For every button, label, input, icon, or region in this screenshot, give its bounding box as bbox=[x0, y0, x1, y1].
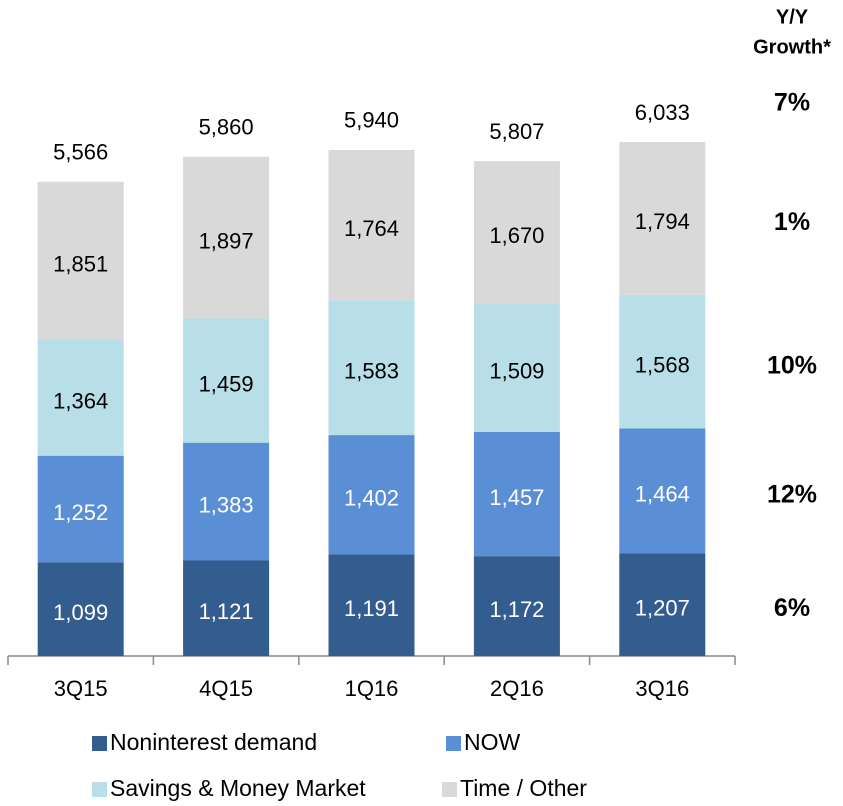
legend-label: Time / Other bbox=[460, 775, 587, 801]
bar-segment bbox=[183, 156, 270, 319]
data-label: 1,172 bbox=[489, 597, 544, 622]
growth-header: Growth* bbox=[753, 36, 831, 58]
total-label: 5,860 bbox=[199, 115, 254, 140]
bar-segment bbox=[473, 556, 560, 656]
data-label: 1,383 bbox=[199, 492, 254, 517]
legend-swatch bbox=[446, 736, 461, 751]
bar-segment bbox=[37, 455, 124, 563]
legend-label: Noninterest demand bbox=[110, 729, 317, 755]
bar-segment bbox=[328, 300, 415, 436]
data-label: 1,509 bbox=[489, 359, 544, 384]
bar-segment bbox=[183, 560, 270, 656]
data-label: 1,897 bbox=[199, 228, 254, 253]
growth-label: 1% bbox=[774, 208, 810, 236]
x-tick-label: 3Q16 bbox=[635, 676, 689, 701]
data-label: 1,121 bbox=[199, 599, 254, 624]
data-label: 1,252 bbox=[53, 500, 108, 525]
data-label: 1,794 bbox=[635, 209, 690, 234]
bar-segment bbox=[183, 442, 270, 561]
data-label: 1,457 bbox=[489, 485, 544, 510]
x-tick-label: 2Q16 bbox=[490, 676, 544, 701]
total-label: 5,566 bbox=[53, 140, 108, 165]
growth-header: Y/Y bbox=[776, 6, 809, 28]
x-tick-label: 3Q15 bbox=[54, 676, 108, 701]
bar-segment bbox=[37, 562, 124, 656]
data-label: 1,364 bbox=[53, 388, 108, 413]
legend-label: NOW bbox=[464, 729, 521, 755]
x-tick-label: 1Q16 bbox=[345, 676, 399, 701]
bar-segment bbox=[37, 339, 124, 456]
legend-swatch bbox=[442, 782, 457, 797]
bar-segment bbox=[183, 318, 270, 443]
bar-segment bbox=[473, 432, 560, 557]
legend-swatch bbox=[92, 736, 107, 751]
bar-segment bbox=[328, 149, 415, 301]
growth-label: 6% bbox=[774, 594, 810, 622]
data-label: 1,583 bbox=[344, 358, 399, 383]
bar-segment bbox=[37, 181, 124, 340]
data-label: 1,851 bbox=[53, 251, 108, 276]
growth-label: 12% bbox=[767, 480, 817, 508]
data-label: 1,191 bbox=[344, 596, 399, 621]
data-label: 1,464 bbox=[635, 482, 690, 507]
data-label: 1,670 bbox=[489, 223, 544, 248]
x-tick-label: 4Q15 bbox=[199, 676, 253, 701]
total-label: 5,940 bbox=[344, 108, 399, 133]
data-label: 1,207 bbox=[635, 595, 690, 620]
legend-label: Savings & Money Market bbox=[110, 775, 366, 801]
data-label: 1,459 bbox=[199, 371, 254, 396]
bar-segment bbox=[328, 435, 415, 555]
growth-label: 7% bbox=[774, 89, 810, 117]
growth-label: 10% bbox=[767, 351, 817, 379]
bar-segment bbox=[328, 554, 415, 656]
data-label: 1,764 bbox=[344, 216, 399, 241]
total-label: 5,807 bbox=[489, 119, 544, 144]
bar-segment bbox=[619, 428, 706, 554]
data-label: 1,568 bbox=[635, 352, 690, 377]
legend-swatch bbox=[92, 782, 107, 797]
bar-segment bbox=[619, 294, 706, 429]
data-label: 1,402 bbox=[344, 486, 399, 511]
bar-segment bbox=[619, 142, 706, 295]
bar-segment bbox=[473, 161, 560, 304]
data-label: 1,099 bbox=[53, 600, 108, 625]
total-label: 6,033 bbox=[635, 100, 690, 125]
bar-segment bbox=[473, 303, 560, 433]
bar-segment bbox=[619, 553, 706, 656]
